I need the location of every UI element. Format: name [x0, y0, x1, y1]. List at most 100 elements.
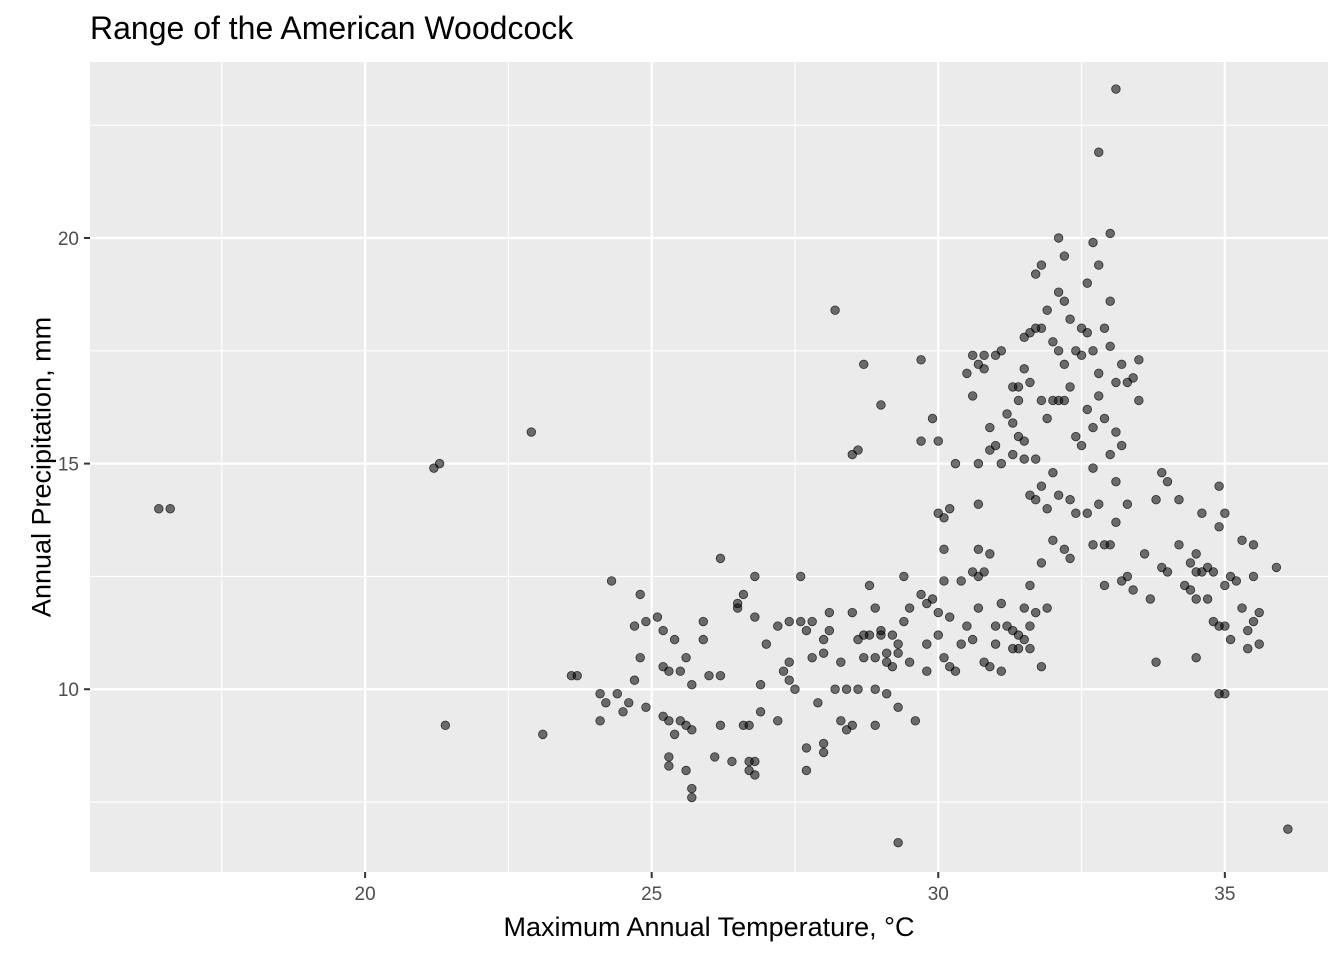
data-point — [1122, 499, 1133, 509]
data-point — [1048, 467, 1058, 478]
data-point — [1128, 585, 1138, 595]
data-point — [859, 359, 869, 370]
data-point — [1019, 364, 1029, 374]
data-point — [1025, 621, 1035, 631]
data-point — [440, 720, 451, 731]
data-point — [755, 707, 766, 717]
data-point — [1111, 377, 1121, 388]
data-point — [985, 661, 995, 672]
data-point — [434, 458, 445, 469]
data-point — [1059, 296, 1070, 306]
data-point — [1025, 580, 1035, 591]
data-point — [773, 716, 783, 726]
data-point — [572, 671, 582, 681]
data-point — [1162, 567, 1173, 577]
data-point — [830, 684, 840, 694]
data-point — [927, 413, 938, 424]
data-point — [973, 458, 984, 469]
grid — [90, 62, 1328, 872]
data-point — [1048, 535, 1058, 546]
data-point — [876, 400, 886, 410]
data-point — [996, 666, 1007, 676]
chart-title: Range of the American Woodcock — [90, 10, 574, 46]
data-point — [847, 720, 857, 731]
data-point — [939, 544, 949, 555]
data-point — [715, 553, 726, 564]
data-point — [1082, 328, 1092, 338]
data-point — [1088, 463, 1098, 473]
data-point — [933, 630, 943, 640]
data-point — [1248, 571, 1259, 582]
data-point — [784, 675, 794, 685]
data-point — [165, 504, 175, 514]
data-point — [687, 725, 697, 735]
data-point — [870, 684, 880, 694]
data-point — [681, 652, 691, 663]
data-point — [1099, 413, 1110, 424]
data-point — [967, 634, 978, 645]
data-point — [1065, 314, 1075, 324]
data-point — [1111, 427, 1121, 437]
data-point — [893, 702, 903, 712]
data-point — [801, 765, 812, 776]
data-point — [641, 616, 651, 627]
data-point — [1254, 639, 1264, 649]
data-point — [979, 364, 989, 374]
data-point — [1237, 535, 1247, 546]
data-point — [669, 634, 680, 645]
data-point — [681, 765, 691, 776]
data-point — [1030, 607, 1041, 618]
data-point — [973, 544, 984, 555]
data-point — [154, 504, 164, 514]
data-point — [1036, 395, 1047, 406]
data-point — [698, 616, 708, 627]
data-point — [635, 589, 645, 600]
data-point — [996, 458, 1007, 469]
data-point — [922, 639, 932, 649]
data-point — [1094, 368, 1104, 379]
data-point — [1076, 440, 1087, 451]
data-point — [864, 580, 875, 591]
data-point — [1214, 481, 1224, 491]
data-point — [990, 639, 1001, 649]
data-point — [979, 567, 989, 577]
data-point — [1082, 404, 1092, 415]
data-point — [985, 422, 995, 433]
data-point — [996, 598, 1007, 609]
data-point — [950, 666, 961, 676]
data-point — [755, 680, 766, 690]
data-point — [1036, 661, 1047, 672]
data-point — [990, 621, 1001, 631]
data-point — [687, 792, 697, 803]
data-point — [624, 698, 634, 708]
data-point — [715, 671, 726, 681]
data-point — [715, 720, 726, 731]
data-point — [818, 747, 829, 758]
data-point — [1088, 346, 1098, 356]
data-point — [836, 657, 846, 667]
data-point — [893, 648, 903, 658]
data-point — [1191, 549, 1201, 559]
data-point — [990, 440, 1001, 451]
data-point — [807, 616, 817, 627]
data-point — [887, 661, 898, 672]
data-point — [1254, 607, 1264, 618]
data-point — [945, 612, 955, 622]
data-point — [635, 652, 645, 663]
data-point — [796, 616, 806, 627]
data-point — [904, 657, 915, 667]
data-point — [1105, 341, 1115, 351]
data-point — [1042, 305, 1052, 315]
data-point — [1220, 580, 1230, 591]
data-point — [899, 571, 909, 582]
data-point — [601, 698, 611, 708]
data-point — [669, 729, 680, 740]
data-point — [1019, 436, 1029, 446]
data-point — [1071, 431, 1081, 442]
data-point — [1036, 558, 1047, 568]
data-point — [1111, 84, 1121, 94]
data-point — [1220, 621, 1230, 631]
data-point — [950, 458, 961, 469]
x-tick-label: 35 — [1214, 884, 1235, 905]
